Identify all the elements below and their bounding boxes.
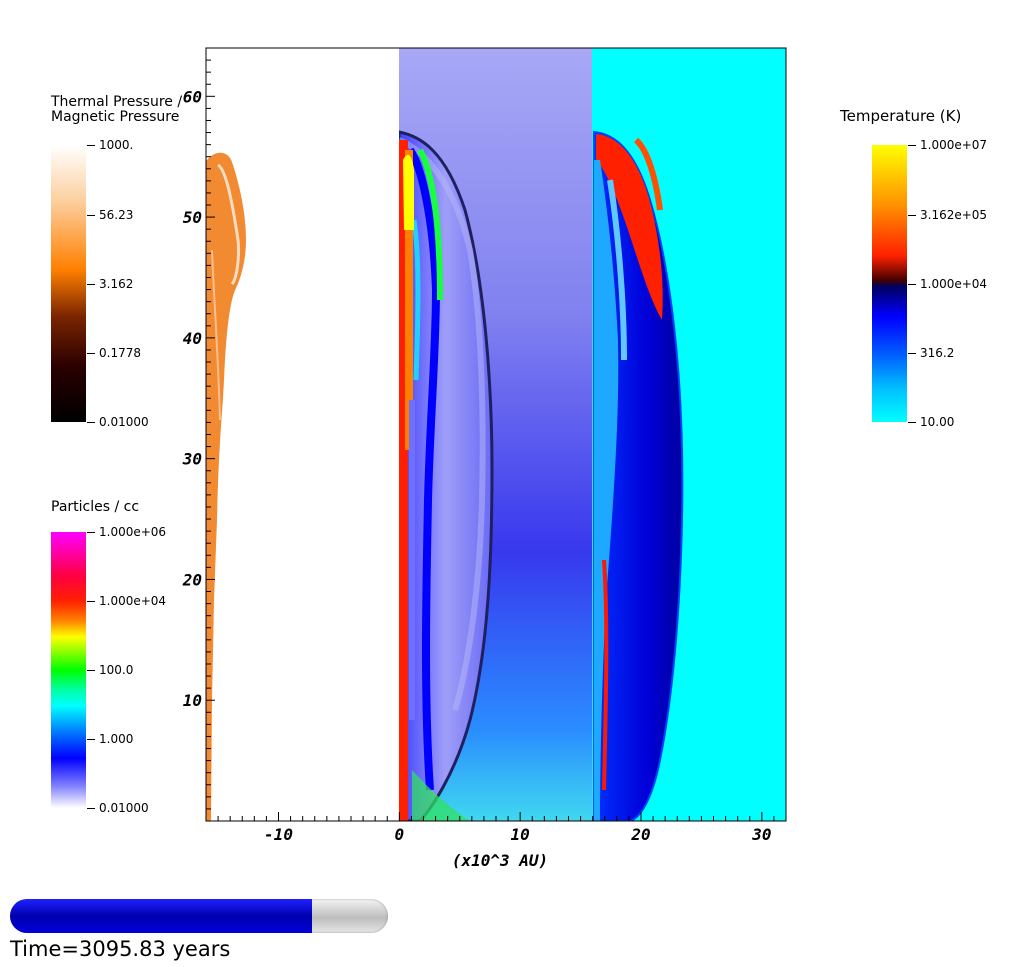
pressure-ratio-tick-2: 3.162 [86,277,134,291]
pressure-ratio-tick-1: 56.23 [86,208,134,222]
temperature-tick-1: 3.162e+05 [907,208,988,222]
temperature-colorbar-title: Temperature (K) [840,107,962,125]
pressure-ratio-colorbar-title-1: Thermal Pressure / [51,94,183,110]
x-axis-label: (x10^3 AU) [452,851,548,870]
x-tick-label: 30 [751,825,771,844]
density-panel [399,48,592,821]
density-tick-2: 100.0 [86,663,134,677]
pressure-ratio-colorbar-title-2: Magnetic Pressure [51,109,180,125]
pressure-ratio-tick-3: 0.1778 [87,346,141,360]
temperature-tick-0: 1.000e+07 [907,138,988,152]
y-tick-label: 40 [183,329,202,348]
pressure-ratio-tick-0: 1000. [86,138,134,152]
pressure-ratio-jet [206,152,246,822]
time-progress-bar [10,899,388,933]
y-tick-label: 30 [182,450,202,469]
axes-ticks [205,47,787,822]
pressure-ratio-tick-4: 0.01000 [87,415,149,429]
x-tick-label: -10 [264,825,293,844]
temperature-tick-3: 316.2 [907,346,955,360]
y-tick-label: 60 [183,87,202,106]
time-progress-fill [10,899,313,933]
x-tick-label: 10 [511,825,530,844]
temperature-tick-4: 10.00 [907,415,955,429]
temperature-colorbar-gradient [872,145,907,422]
density-tick-0: 1.000e+06 [86,525,167,539]
density-colorbar-gradient [51,532,86,808]
x-tick-label: 20 [630,825,650,844]
density-tick-3: 1.000 [86,732,134,746]
pressure-ratio-colorbar-gradient [51,145,86,422]
y-tick-label: 20 [182,570,202,589]
density-tick-4: 0.01000 [87,801,149,815]
temperature-panel [592,48,786,821]
temperature-tick-2: 1.000e+04 [907,277,988,291]
x-tick-label: 0 [395,825,405,844]
y-tick-label: 50 [183,208,202,227]
density-colorbar-title: Particles / cc [51,499,140,515]
density-tick-1: 1.000e+04 [86,594,167,608]
y-tick-label: 10 [183,691,202,710]
pressure-ratio-panel [206,48,399,822]
time-label: Time=3095.83 years [10,937,231,961]
axes-labels: -10 0 10 20 30 10 20 30 40 50 60 [182,87,772,844]
